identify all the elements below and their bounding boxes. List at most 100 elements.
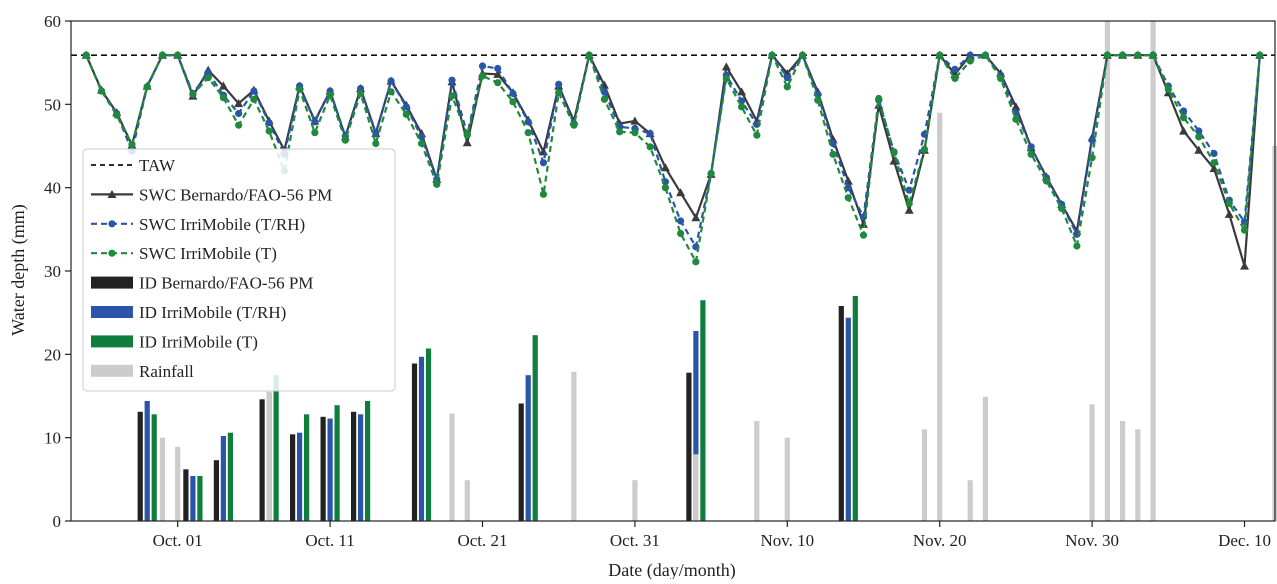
bar-rainfall xyxy=(921,429,928,521)
point-swc-irrimobile-t xyxy=(1134,51,1142,59)
legend-box xyxy=(82,148,396,392)
point-swc-bernardo-fao-56-pm xyxy=(1194,145,1204,154)
point-swc-bernardo-fao-56-pm xyxy=(493,69,503,78)
point-swc-irrimobile-t xyxy=(616,128,624,136)
bar-rainfall xyxy=(449,413,455,521)
point-swc-irrimobile-t xyxy=(265,127,273,135)
point-swc-irrimobile-t-rh xyxy=(829,139,837,148)
point-swc-irrimobile-t xyxy=(844,194,852,202)
point-swc-irrimobile-t xyxy=(981,51,990,59)
point-swc-irrimobile-t xyxy=(783,83,791,91)
x-tick-label: Oct. 21 xyxy=(457,531,507,550)
bar-rainfall xyxy=(1089,404,1095,521)
bar-id-irrimobile-t-rh xyxy=(525,375,531,521)
point-swc-irrimobile-t-rh xyxy=(677,217,685,225)
point-swc-irrimobile-t-rh xyxy=(616,123,624,131)
legend-label: ID IrriMobile (T) xyxy=(139,332,258,351)
point-swc-bernardo-fao-56-pm xyxy=(691,213,701,222)
point-swc-irrimobile-t xyxy=(997,74,1005,83)
bar-rainfall xyxy=(1104,21,1110,521)
legend-label: TAW xyxy=(139,156,176,175)
point-swc-irrimobile-t xyxy=(341,136,349,144)
point-swc-irrimobile-t xyxy=(814,96,822,104)
point-swc-irrimobile-t xyxy=(524,129,532,137)
bar-rainfall xyxy=(266,391,272,521)
point-swc-irrimobile-t-rh xyxy=(509,89,517,98)
point-swc-irrimobile-t-rh xyxy=(555,80,563,88)
bar-id-irrimobile-t-rh xyxy=(358,414,364,521)
point-swc-irrimobile-t xyxy=(677,229,685,238)
point-swc-irrimobile-t xyxy=(859,231,868,239)
y-tick-label: 40 xyxy=(44,179,61,198)
point-swc-irrimobile-t xyxy=(1073,242,1081,250)
point-swc-irrimobile-t xyxy=(707,169,715,178)
point-swc-irrimobile-t xyxy=(798,51,807,59)
point-swc-irrimobile-t xyxy=(433,180,441,188)
bar-id-irrimobile-t xyxy=(700,300,706,521)
bar-rainfall xyxy=(754,421,760,521)
point-swc-irrimobile-t xyxy=(661,184,669,192)
bar-id-irrimobile-t-rh xyxy=(190,476,196,521)
legend-label: SWC IrriMobile (T/RH) xyxy=(139,215,305,234)
bar-rainfall xyxy=(464,480,470,521)
point-swc-irrimobile-t xyxy=(1195,133,1203,141)
point-swc-irrimobile-t xyxy=(768,51,776,59)
y-tick-label: 50 xyxy=(44,95,61,114)
point-swc-irrimobile-t xyxy=(1012,115,1020,123)
legend-label: ID Bernardo/FAO-56 PM xyxy=(139,274,313,293)
point-swc-irrimobile-t xyxy=(387,88,395,96)
point-swc-irrimobile-t xyxy=(1058,204,1066,213)
point-swc-bernardo-fao-56-pm xyxy=(1224,209,1234,218)
point-swc-irrimobile-t xyxy=(1256,51,1264,59)
point-swc-irrimobile-t xyxy=(875,94,883,103)
y-tick-label: 20 xyxy=(44,345,61,364)
point-swc-irrimobile-t xyxy=(509,98,517,106)
point-swc-irrimobile-t xyxy=(890,149,898,157)
point-swc-irrimobile-t xyxy=(189,90,197,98)
bar-id-bernardo-fao-56-pm xyxy=(838,306,844,521)
point-swc-bernardo-fao-56-pm xyxy=(721,62,731,71)
point-swc-irrimobile-t xyxy=(905,199,913,208)
bar-rainfall xyxy=(982,396,988,521)
bar-series-id-bernardo-fao-56-pm xyxy=(137,306,844,521)
legend-entry-id-irrimobile-t-rh: ID IrriMobile (T/RH) xyxy=(91,303,286,322)
legend-label: SWC IrriMobile (T) xyxy=(139,244,277,263)
point-swc-irrimobile-t-rh xyxy=(539,159,548,167)
point-swc-irrimobile-t xyxy=(1118,51,1127,59)
point-swc-bernardo-fao-56-pm xyxy=(1240,261,1250,270)
point-swc-irrimobile-t xyxy=(204,74,212,82)
point-swc-irrimobile-t-rh xyxy=(524,118,532,126)
bar-id-irrimobile-t-rh xyxy=(418,356,425,521)
point-swc-irrimobile-t-rh xyxy=(448,76,456,84)
point-swc-irrimobile-t xyxy=(128,140,136,148)
point-swc-irrimobile-t-rh xyxy=(250,87,258,95)
point-swc-irrimobile-t-rh xyxy=(1210,149,1218,158)
bar-id-irrimobile-t xyxy=(852,296,858,521)
bar-rainfall xyxy=(159,437,165,521)
point-swc-bernardo-fao-56-pm xyxy=(462,138,472,147)
point-swc-bernardo-fao-56-pm xyxy=(630,116,640,125)
y-tick-label: 30 xyxy=(44,262,61,281)
point-swc-irrimobile-t xyxy=(448,92,456,100)
bar-rainfall xyxy=(1120,421,1126,521)
bar-id-bernardo-fao-56-pm xyxy=(320,416,326,521)
point-swc-irrimobile-t-rh xyxy=(494,64,502,73)
legend-label: ID IrriMobile (T/RH) xyxy=(139,303,286,322)
bar-id-irrimobile-t xyxy=(273,375,279,521)
bar-id-irrimobile-t xyxy=(151,414,157,521)
point-swc-irrimobile-t-rh xyxy=(402,103,410,111)
point-swc-bernardo-fao-56-pm xyxy=(889,156,899,165)
axes-layer: 0 10 20 30 40 50 60 Oct. 01 Oct. 11 Oct. 21 Oct. 3… xyxy=(44,12,1276,550)
legend-entry-swc-irrimobile-t: SWC IrriMobile (T) xyxy=(91,244,277,263)
point-swc-irrimobile-t xyxy=(1240,226,1249,234)
bar-id-irrimobile-t-rh xyxy=(845,317,851,521)
bar-id-irrimobile-t xyxy=(365,401,371,521)
point-swc-irrimobile-t-rh xyxy=(311,118,319,126)
x-tick-label: Oct. 31 xyxy=(610,531,660,550)
point-swc-irrimobile-t xyxy=(478,72,487,80)
point-swc-bernardo-fao-56-pm xyxy=(660,163,670,172)
bar-id-irrimobile-t xyxy=(227,432,233,521)
point-swc-irrimobile-t xyxy=(1088,154,1096,162)
point-swc-irrimobile-t-rh xyxy=(387,77,395,85)
